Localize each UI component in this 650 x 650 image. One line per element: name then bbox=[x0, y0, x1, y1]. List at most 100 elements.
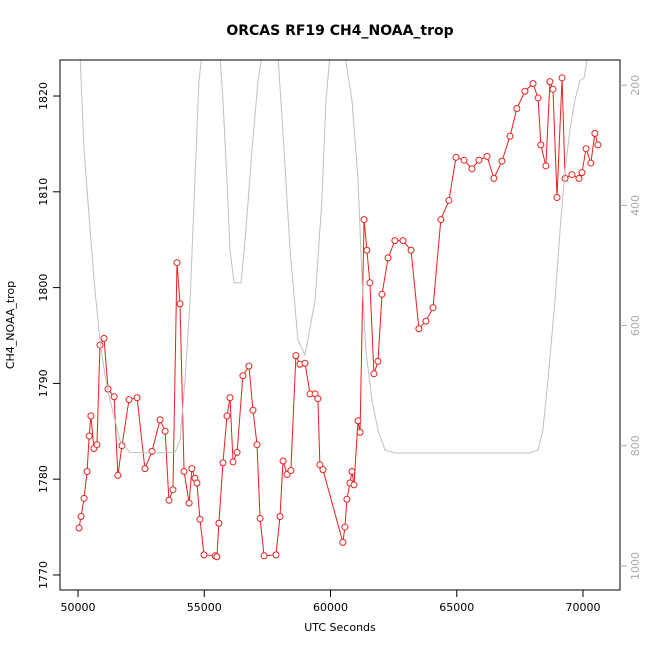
data-point bbox=[185, 499, 193, 507]
x-tick-label: 70000 bbox=[566, 601, 601, 614]
y2-tick-label: 800 bbox=[629, 435, 642, 456]
x-tick-label: 50000 bbox=[61, 601, 96, 614]
y-axis-label: CH4_NOAA_trop bbox=[4, 281, 17, 369]
data-point bbox=[253, 441, 261, 449]
data-point bbox=[568, 171, 576, 179]
chart-title: ORCAS RF19 CH4_NOAA_trop bbox=[226, 23, 453, 39]
data-point bbox=[114, 471, 122, 479]
data-point bbox=[490, 174, 498, 182]
data-point bbox=[316, 461, 324, 469]
data-point bbox=[215, 519, 223, 527]
data-point bbox=[165, 496, 173, 504]
y-tick-label: 1790 bbox=[37, 369, 50, 397]
data-point bbox=[360, 216, 368, 224]
data-point bbox=[542, 162, 550, 170]
data-point bbox=[272, 551, 280, 559]
data-point bbox=[226, 394, 234, 402]
y2-tick-label: 400 bbox=[629, 195, 642, 216]
x-tick-label: 55000 bbox=[187, 601, 222, 614]
data-point bbox=[498, 157, 506, 165]
y2-tick-label: 1000 bbox=[629, 552, 642, 580]
data-point bbox=[339, 538, 347, 546]
data-point bbox=[546, 78, 554, 86]
data-point bbox=[156, 416, 164, 424]
data-point bbox=[460, 156, 468, 164]
data-point bbox=[80, 494, 88, 502]
data-point bbox=[100, 334, 108, 342]
data-point bbox=[407, 246, 415, 254]
data-point bbox=[561, 174, 569, 182]
data-point bbox=[350, 481, 358, 489]
data-point bbox=[188, 465, 196, 473]
data-point bbox=[356, 428, 364, 436]
data-point bbox=[180, 468, 188, 476]
data-point bbox=[301, 359, 309, 367]
y-tick-label: 1800 bbox=[37, 274, 50, 302]
data-point bbox=[292, 352, 300, 360]
x-tick-label: 65000 bbox=[439, 601, 474, 614]
data-point bbox=[260, 552, 268, 560]
data-point bbox=[363, 246, 371, 254]
data-point bbox=[591, 129, 599, 137]
data-point bbox=[553, 194, 561, 202]
data-point bbox=[245, 362, 253, 370]
data-point bbox=[229, 458, 237, 466]
data-point bbox=[148, 447, 156, 455]
data-point bbox=[578, 169, 586, 177]
data-point bbox=[87, 412, 95, 420]
data-point bbox=[223, 412, 231, 420]
data-point bbox=[77, 513, 85, 521]
data-point bbox=[276, 513, 284, 521]
data-point bbox=[256, 514, 264, 522]
data-point bbox=[169, 486, 177, 494]
data-point bbox=[594, 141, 602, 149]
data-point bbox=[219, 459, 227, 467]
data-point bbox=[429, 304, 437, 312]
data-point bbox=[422, 317, 430, 325]
data-point bbox=[384, 254, 392, 262]
data-point bbox=[193, 479, 201, 487]
data-point bbox=[558, 74, 566, 82]
data-point bbox=[279, 457, 287, 465]
y2-tick-label: 600 bbox=[629, 315, 642, 336]
data-point bbox=[173, 259, 181, 267]
data-point bbox=[161, 427, 169, 435]
data-point bbox=[537, 141, 545, 149]
data-point bbox=[483, 152, 491, 160]
data-point bbox=[341, 523, 349, 531]
data-point bbox=[475, 156, 483, 164]
y2-tick-label: 200 bbox=[629, 75, 642, 96]
data-point bbox=[83, 468, 91, 476]
data-point bbox=[213, 553, 221, 561]
data-point bbox=[343, 495, 351, 503]
data-point bbox=[110, 393, 118, 401]
data-point bbox=[249, 406, 257, 414]
y-tick-label: 1820 bbox=[37, 82, 50, 110]
data-point bbox=[468, 165, 476, 173]
data-point bbox=[534, 94, 542, 102]
data-point bbox=[370, 370, 378, 378]
data-point bbox=[399, 237, 407, 245]
data-point bbox=[348, 468, 356, 476]
data-point bbox=[133, 394, 141, 402]
data-point bbox=[196, 515, 204, 523]
data-point bbox=[125, 396, 133, 404]
data-point bbox=[445, 196, 453, 204]
data-point bbox=[575, 174, 583, 182]
data-point bbox=[93, 441, 101, 449]
data-point bbox=[549, 85, 557, 93]
data-point bbox=[141, 465, 149, 473]
data-point bbox=[239, 372, 247, 380]
data-point bbox=[378, 290, 386, 298]
x-axis-label: UTC Seconds bbox=[304, 621, 376, 634]
data-point bbox=[233, 448, 241, 456]
data-point bbox=[529, 80, 537, 88]
data-point bbox=[513, 104, 521, 112]
data-point bbox=[506, 132, 514, 140]
plot-area bbox=[75, 60, 602, 561]
data-point bbox=[287, 467, 295, 475]
data-point bbox=[582, 145, 590, 153]
data-point bbox=[85, 432, 93, 440]
